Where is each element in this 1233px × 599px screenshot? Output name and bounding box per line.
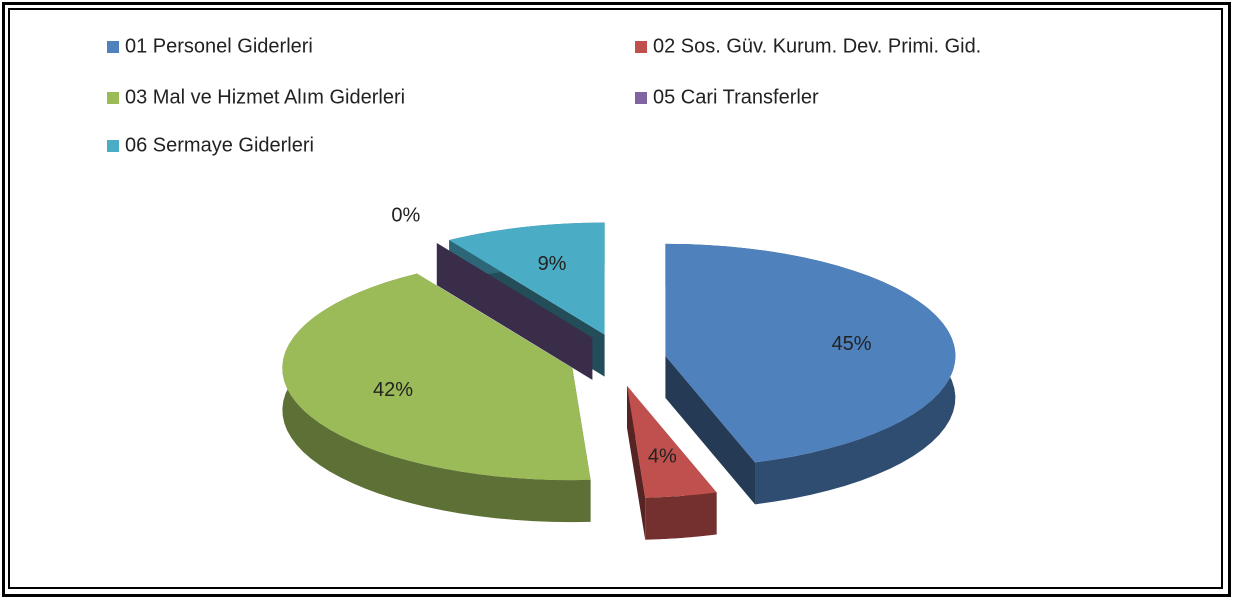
legend-swatch bbox=[635, 41, 647, 53]
slice-wall bbox=[665, 355, 756, 505]
slice-side bbox=[282, 273, 591, 523]
data-label: 4% bbox=[648, 446, 677, 468]
data-label: 45% bbox=[832, 333, 872, 355]
legend-label: 03 Mal ve Hizmet Alım Giderleri bbox=[125, 86, 405, 108]
slice-wall bbox=[436, 243, 593, 380]
slice bbox=[436, 243, 593, 338]
slice bbox=[626, 385, 717, 498]
slice-side bbox=[645, 492, 717, 540]
slice-wall bbox=[626, 385, 646, 540]
slice bbox=[282, 273, 591, 481]
legend-swatch bbox=[107, 41, 119, 53]
data-label: 42% bbox=[373, 379, 413, 401]
legend-label: 01 Personel Giderleri bbox=[125, 35, 313, 57]
data-label: 9% bbox=[538, 253, 567, 275]
slice bbox=[449, 222, 605, 335]
legend-swatch bbox=[107, 92, 119, 104]
data-label: 0% bbox=[391, 205, 420, 227]
slice bbox=[665, 243, 956, 463]
legend-swatch bbox=[107, 140, 119, 152]
legend-label: 06 Sermaye Giderleri bbox=[125, 134, 314, 156]
inner-frame bbox=[8, 8, 1223, 589]
legend-label: 05 Cari Transferler bbox=[653, 86, 819, 108]
legend-swatch bbox=[635, 92, 647, 104]
legend-label: 02 Sos. Güv. Kurum. Dev. Primi. Gid. bbox=[653, 35, 981, 57]
